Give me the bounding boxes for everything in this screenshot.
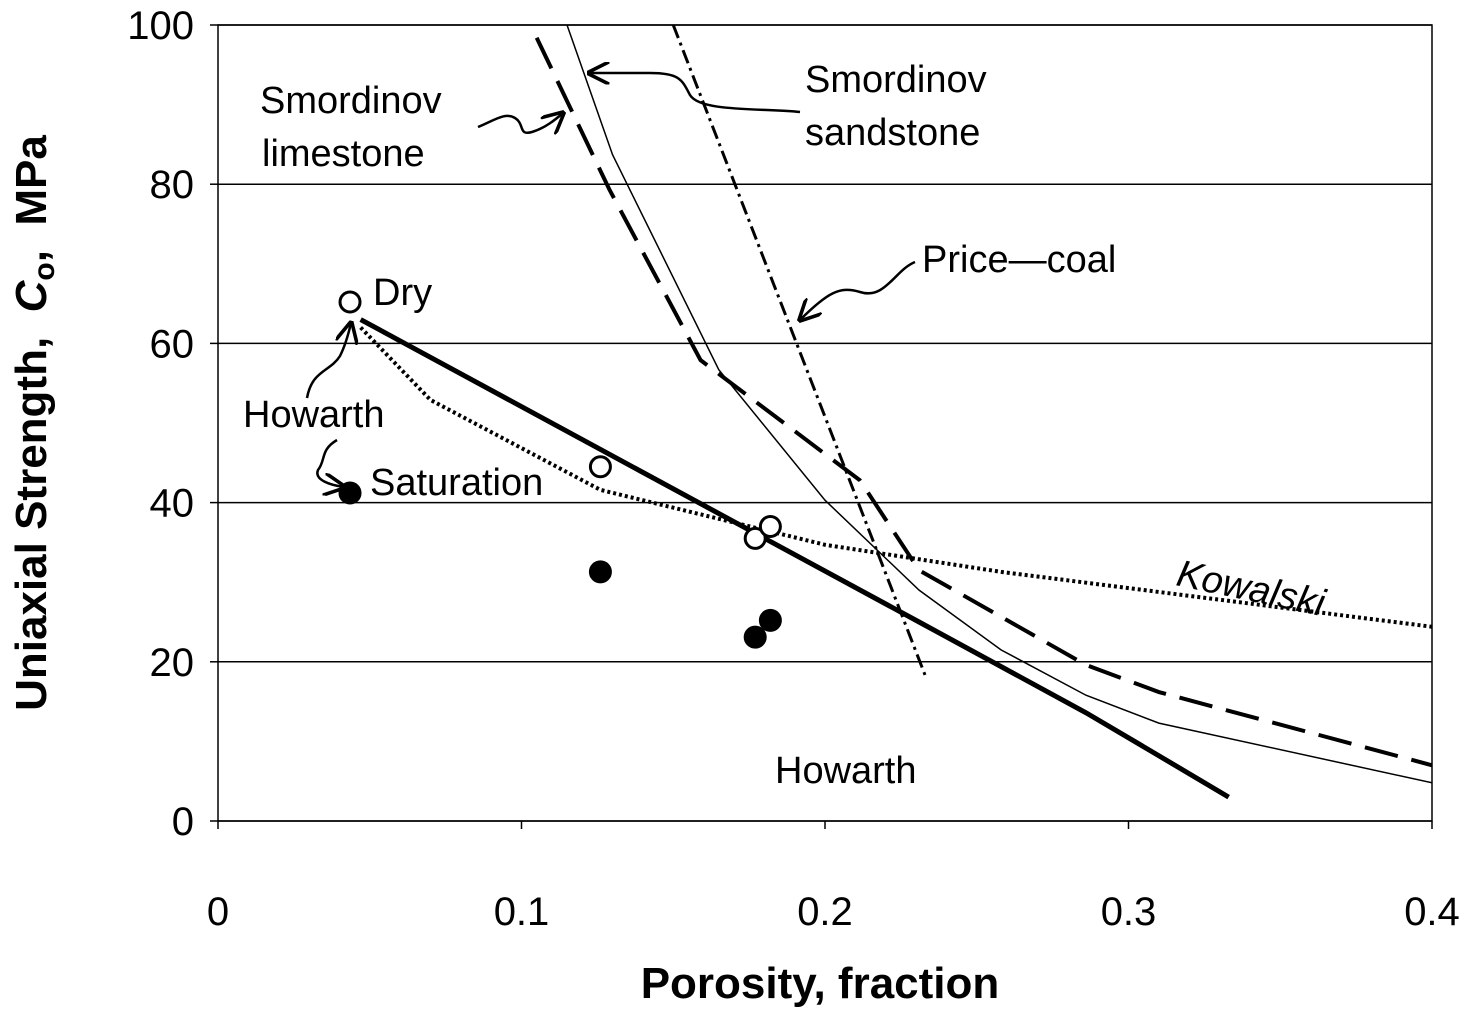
x-tick-label: 0 bbox=[207, 890, 229, 934]
x-axis-title: Porosity, fraction bbox=[641, 959, 1000, 1008]
plot-frame bbox=[217, 24, 1433, 822]
annotation: limestone bbox=[262, 133, 425, 175]
annotation: Smordinov bbox=[260, 80, 442, 122]
y-tick-label: 60 bbox=[150, 322, 195, 366]
y-axis-title: Uniaxial Strength, Co, MPa bbox=[7, 135, 61, 711]
y-title-part: , MPa bbox=[7, 135, 56, 263]
data-point bbox=[338, 290, 362, 314]
annotation-arrows bbox=[305, 73, 916, 487]
y-tick-label: 40 bbox=[150, 482, 195, 526]
annotation: Howarth bbox=[243, 394, 385, 436]
annotation: Dry bbox=[373, 272, 432, 314]
arrow bbox=[589, 73, 801, 114]
x-tick-label: 0.2 bbox=[797, 890, 853, 934]
plot-area bbox=[359, 25, 1432, 800]
x-tick-label: 0.4 bbox=[1404, 890, 1460, 934]
x-tick-label: 0.3 bbox=[1101, 890, 1157, 934]
annotation: Howarth bbox=[775, 750, 917, 792]
data-point bbox=[758, 608, 782, 632]
data-point bbox=[743, 625, 767, 649]
data-point bbox=[743, 526, 767, 550]
data-point bbox=[588, 455, 612, 479]
x-tick-label: 0.1 bbox=[494, 890, 550, 934]
arrow bbox=[316, 438, 344, 487]
annotation: Saturation bbox=[370, 462, 543, 504]
arrow bbox=[477, 113, 563, 133]
annotation: sandstone bbox=[805, 112, 980, 154]
line-series bbox=[359, 317, 1230, 800]
y-tick-label: 20 bbox=[150, 641, 195, 685]
data-point bbox=[758, 514, 782, 538]
data-point bbox=[338, 481, 362, 505]
annotation: Smordinov bbox=[805, 59, 987, 101]
annotation: Kowalski bbox=[1173, 553, 1330, 626]
y-tick-label: 80 bbox=[150, 163, 195, 207]
annotation: Price—coal bbox=[922, 239, 1116, 281]
data-point bbox=[588, 560, 612, 584]
y-title-part: Uniaxial Strength, bbox=[7, 312, 56, 711]
arrow bbox=[800, 260, 916, 320]
y-title-part: o bbox=[28, 262, 61, 280]
line-series bbox=[534, 36, 1432, 768]
arrow bbox=[305, 323, 351, 399]
y-title-part: C bbox=[7, 279, 56, 312]
line-series bbox=[359, 326, 1432, 629]
line-series bbox=[671, 25, 927, 676]
line-series bbox=[566, 25, 1432, 784]
y-tick-label: 0 bbox=[172, 800, 194, 844]
y-tick-label: 100 bbox=[127, 4, 194, 48]
